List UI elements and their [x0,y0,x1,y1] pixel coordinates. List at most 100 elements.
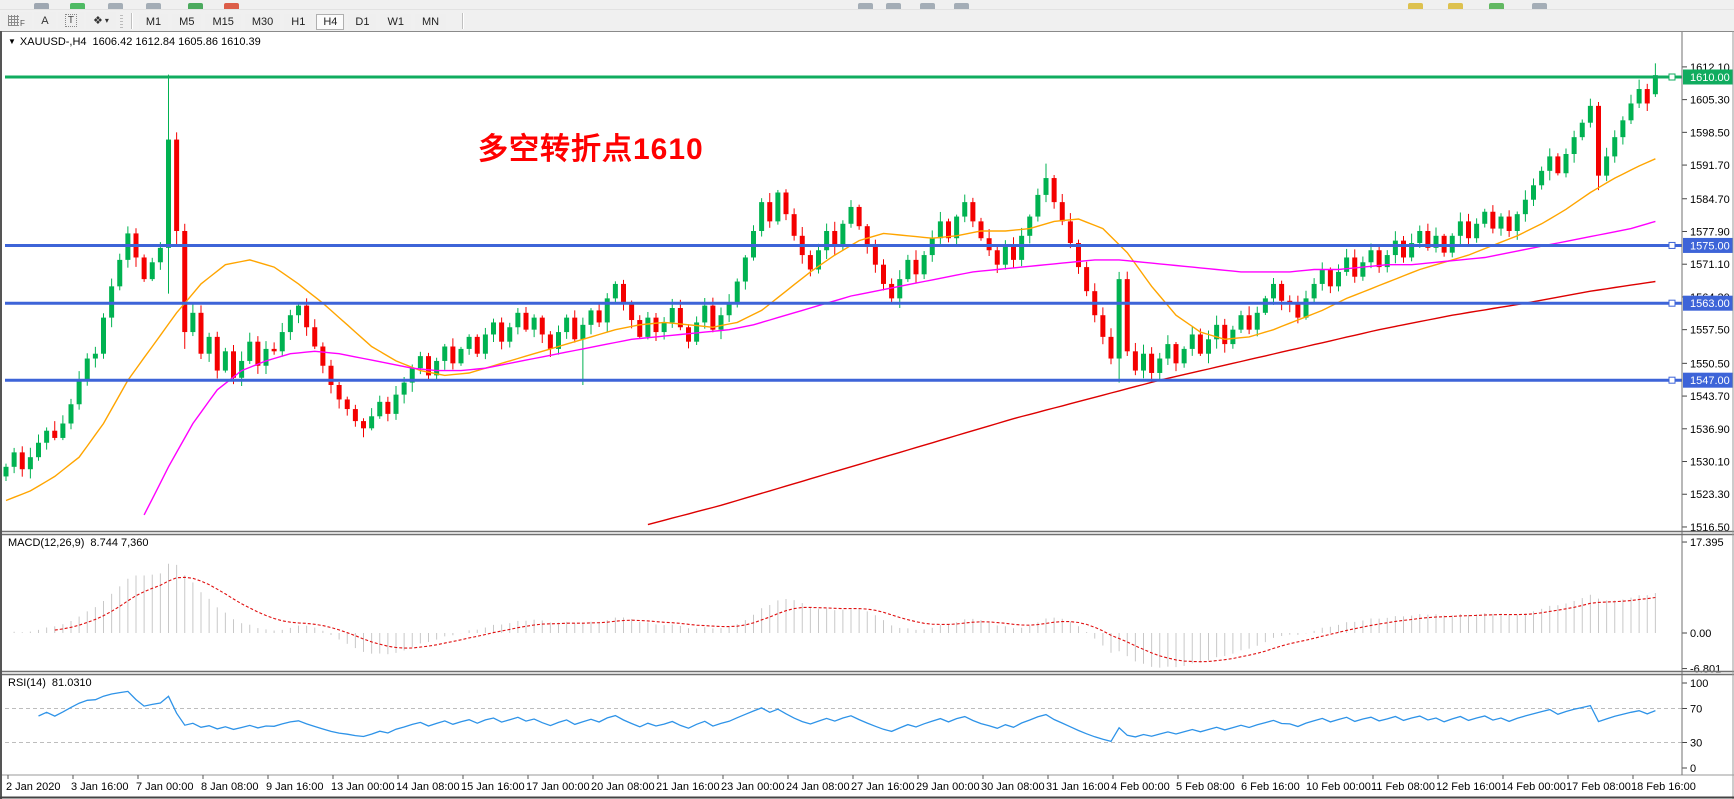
macd-values: 8.744 7,360 [90,537,149,549]
grid-toggle-icon[interactable] [1489,3,1504,9]
svg-text:1530.10: 1530.10 [1690,457,1730,469]
svg-text:14 Jan 08:00: 14 Jan 08:00 [396,781,460,793]
svg-text:1575.00: 1575.00 [1690,240,1730,252]
timeframe-h1-button[interactable]: H1 [284,13,313,30]
horizontal-level-lines[interactable] [5,73,1682,384]
svg-text:0: 0 [1690,763,1696,775]
macd-signal-line [54,576,1656,663]
svg-text:21 Jan 16:00: 21 Jan 16:00 [656,781,720,793]
svg-text:70: 70 [1690,704,1702,716]
cascade-windows-icon[interactable] [920,3,935,9]
svg-text:27 Jan 16:00: 27 Jan 16:00 [851,781,915,793]
autoscroll-icon[interactable] [188,3,203,9]
svg-text:1591.70: 1591.70 [1690,160,1730,172]
svg-text:100: 100 [1690,678,1708,690]
svg-text:17.395: 17.395 [1690,537,1724,549]
cursor-tool-icon[interactable] [1408,3,1423,9]
svg-text:1605.30: 1605.30 [1690,95,1730,107]
svg-text:2 Jan 2020: 2 Jan 2020 [6,781,60,793]
timeframe-m15-button[interactable]: M15 [205,13,241,30]
toolbar-top-row [0,0,1734,10]
equal-icon[interactable] [858,3,873,9]
svg-text:20 Jan 08:00: 20 Jan 08:00 [591,781,655,793]
tile-windows-icon[interactable] [886,3,901,9]
timeframe-m5-button[interactable]: M5 [172,13,202,30]
timeframe-m30-button[interactable]: M30 [244,13,281,30]
svg-text:30 Jan 08:00: 30 Jan 08:00 [981,781,1045,793]
svg-text:1550.50: 1550.50 [1690,358,1730,370]
svg-text:1584.70: 1584.70 [1690,194,1730,206]
symbol-timeframe-label: XAUUSD-,H4 [19,36,87,48]
label-a-icon: A [41,14,49,27]
svg-text:1610.00: 1610.00 [1690,72,1730,84]
svg-text:8 Jan 08:00: 8 Jan 08:00 [201,781,259,793]
collapse-triangle-icon[interactable]: ▼ [8,37,16,46]
ma-slow-red [647,280,1656,526]
macd-indicator-label: MACD(12,26,9) 8.744 7,360 [8,537,149,549]
svg-text:11 Feb 08:00: 11 Feb 08:00 [1371,781,1435,793]
svg-text:17 Jan 00:00: 17 Jan 00:00 [526,781,590,793]
svg-text:14 Feb 00:00: 14 Feb 00:00 [1501,781,1566,793]
arrange-windows-icon[interactable] [954,3,969,9]
svg-text:24 Jan 08:00: 24 Jan 08:00 [786,781,850,793]
toolbar-grip [119,13,123,28]
properties-icon[interactable] [1532,3,1547,9]
crosshair-tool-icon[interactable] [1448,3,1463,9]
svg-text:4 Feb 00:00: 4 Feb 00:00 [1111,781,1170,793]
text-tool-button[interactable]: T [57,12,84,29]
grid-f-label: F [20,19,25,28]
grid-icon [8,15,19,26]
svg-text:1557.50: 1557.50 [1690,325,1730,337]
arrows-tool-button[interactable]: ❖ ▾ [86,12,116,29]
rsi-line [38,690,1656,743]
svg-text:3 Jan 16:00: 3 Jan 16:00 [71,781,129,793]
price-scale[interactable]: 1612.101605.301598.501591.701584.701577.… [1682,62,1733,775]
svg-text:13 Jan 00:00: 13 Jan 00:00 [331,781,395,793]
svg-text:1543.70: 1543.70 [1690,391,1730,403]
svg-text:0.00: 0.00 [1690,628,1711,640]
macd-histogram [13,563,1656,668]
svg-text:6 Feb 16:00: 6 Feb 16:00 [1241,781,1300,793]
svg-text:18 Feb 16:00: 18 Feb 16:00 [1631,781,1696,793]
ma-fast-orange [5,158,1656,502]
svg-text:12 Feb 16:00: 12 Feb 16:00 [1436,781,1501,793]
snap-grid-button[interactable]: F [1,12,32,29]
svg-text:9 Jan 16:00: 9 Jan 16:00 [266,781,324,793]
svg-text:23 Jan 00:00: 23 Jan 00:00 [721,781,785,793]
timeframe-m1-button[interactable]: M1 [138,13,169,30]
timeframe-d1-button[interactable]: D1 [348,13,377,30]
indicators-icon[interactable] [34,3,49,9]
svg-text:31 Jan 16:00: 31 Jan 16:00 [1046,781,1110,793]
symbol-header[interactable]: ▼ XAUUSD-,H4 1606.42 1612.84 1605.86 1610.… [8,36,261,48]
toolbar-separator [130,12,132,29]
toolbar: F A T ❖ ▾ M1 M5 M15 M30 H1 H4 D1 W1 MN [0,0,1734,31]
svg-text:1523.30: 1523.30 [1690,489,1730,501]
cursor-icon[interactable] [108,3,123,9]
ma-mid-magenta [143,220,1656,516]
svg-text:15 Jan 16:00: 15 Jan 16:00 [461,781,525,793]
svg-text:-6.801: -6.801 [1690,664,1721,676]
timeframe-w1-button[interactable]: W1 [380,13,411,30]
timeframe-mn-button[interactable]: MN [414,13,447,30]
svg-text:10 Feb 00:00: 10 Feb 00:00 [1306,781,1371,793]
rsi-indicator-label: RSI(14) 81.0310 [8,677,92,689]
svg-text:5 Feb 08:00: 5 Feb 08:00 [1176,781,1235,793]
svg-text:29 Jan 00:00: 29 Jan 00:00 [916,781,980,793]
chart-text-annotation[interactable]: 多空转折点1610 [478,133,704,166]
toolbar-drawing-row: F A T ❖ ▾ M1 M5 M15 M30 H1 H4 D1 W1 MN [0,10,1734,31]
timeframe-buttons: M1 M5 M15 M30 H1 H4 D1 W1 MN [137,12,448,30]
svg-text:7 Jan 00:00: 7 Jan 00:00 [136,781,194,793]
timeframe-h4-button[interactable]: H4 [316,13,345,30]
chart-shift-icon[interactable] [224,3,239,9]
svg-text:17 Feb 08:00: 17 Feb 08:00 [1566,781,1631,793]
svg-text:1563.00: 1563.00 [1690,298,1730,310]
new-order-icon[interactable] [70,3,85,9]
toolbar-separator-2 [462,12,464,29]
text-t-icon: T [64,14,77,27]
time-axis[interactable]: 2 Jan 2020 3 Jan 16:00 7 Jan 00:00 8 Jan 08… [0,774,1734,793]
rsi-value: 81.0310 [51,677,92,689]
chart-type-icon[interactable] [146,3,161,9]
label-tool-button[interactable]: A [33,12,56,29]
